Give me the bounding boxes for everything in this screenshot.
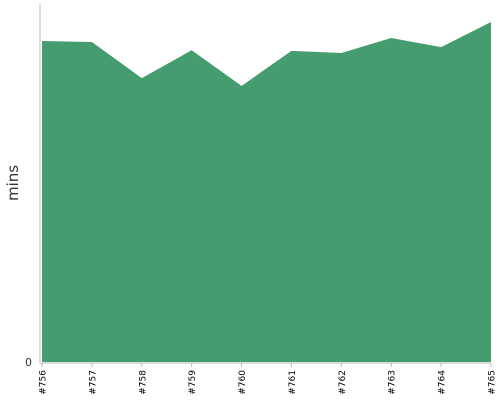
x-tick-label: #758 [138, 370, 148, 395]
axes: 0 #756 #757 #758 #759 #760 #761 #762 #763 #764 #76… [25, 4, 498, 395]
area-series [42, 22, 491, 362]
x-tick-label: #761 [288, 370, 298, 395]
x-tick-label: #759 [188, 370, 198, 395]
x-tick-label: #756 [39, 370, 49, 395]
y-axis-title: mins [4, 165, 22, 201]
x-tick-label: #765 [488, 370, 498, 395]
x-tick-label: #757 [88, 370, 98, 395]
y-tick-label: 0 [25, 356, 32, 369]
x-tick-label: #762 [338, 370, 348, 395]
x-tick-label: #764 [438, 370, 448, 395]
x-tick-label: #760 [238, 370, 248, 395]
plot-area [42, 22, 491, 362]
x-tick-label: #763 [388, 370, 398, 395]
